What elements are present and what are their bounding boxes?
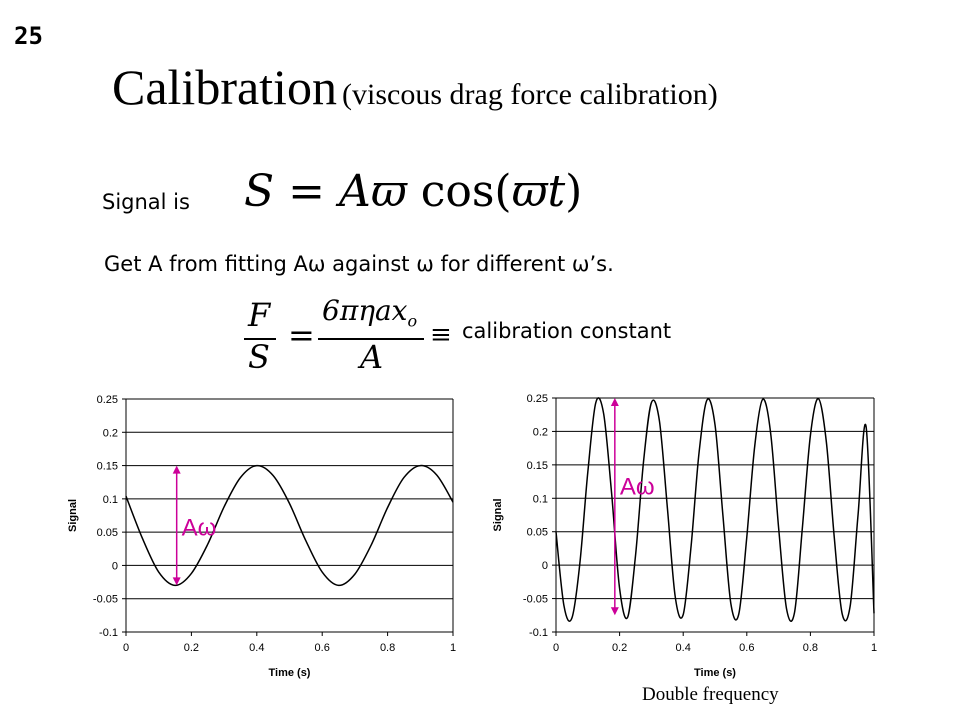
right-y-tick-label-5: 0 (542, 560, 548, 572)
chart-left-y-ticks: 0.25 0.2 0.15 0.1 0.05 0 -0.05 -0.1 (93, 394, 126, 639)
left-x-tick-label-1: 0.2 (184, 642, 199, 654)
frac-equals: = (288, 316, 315, 354)
left-y-tick-label-1: 0.2 (103, 427, 118, 439)
left-x-tick-label-0: 0 (123, 642, 129, 654)
chart-right-x-axis-label: Time (s) (694, 667, 736, 679)
left-x-tick-label-3: 0.6 (315, 642, 330, 654)
right-annotation-label: Aω (620, 474, 655, 501)
chart-right-annotation: Aω (610, 398, 655, 616)
chart-right-y-axis-label: Signal (492, 498, 504, 531)
frac-subscript: o (407, 311, 418, 331)
eq-cos: cos( (420, 166, 512, 217)
left-y-tick-label-4: 0.05 (97, 527, 118, 539)
right-x-tick-label-2: 0.4 (676, 642, 691, 654)
left-annotation-label: Aω (182, 514, 217, 541)
slide-number: 25 (14, 22, 43, 50)
ratio-equation: F S = 6πηaxo A ≡ (244, 294, 454, 378)
right-x-tick-label-5: 1 (871, 642, 877, 654)
chart-left-annotation: Aω (172, 465, 217, 586)
title-main: Calibration (112, 59, 337, 115)
left-y-tick-label-7: -0.1 (99, 627, 118, 639)
chart-left-series-line (125, 464, 454, 587)
chart-right-x-ticks: 0 0.2 0.4 0.6 0.8 1 (553, 632, 877, 654)
eq-s: S (244, 166, 275, 217)
left-annotation-arrowhead-top (172, 465, 181, 474)
chart-right-series-line (555, 397, 875, 622)
right-y-tick-label-3: 0.1 (533, 493, 548, 505)
right-y-tick-label-0: 0.25 (527, 393, 548, 405)
right-x-tick-label-0: 0 (553, 642, 559, 654)
left-annotation-arrowhead-bottom (172, 577, 181, 586)
left-x-tick-label-2: 0.4 (249, 642, 264, 654)
chart-left-y-axis-label: Signal (67, 499, 79, 532)
slide-title: Calibration (viscous drag force calibrat… (112, 58, 718, 116)
right-y-tick-label-6: -0.05 (523, 594, 548, 606)
left-y-tick-label-3: 0.1 (103, 494, 118, 506)
equiv-sign: ≡ (430, 320, 452, 350)
calibration-constant-label: calibration constant (462, 319, 672, 343)
frac-f: F (248, 296, 271, 334)
frac-num-rhs: 6πηax (322, 294, 408, 327)
right-x-tick-label-4: 0.8 (803, 642, 818, 654)
caption-double-frequency: Double frequency (642, 684, 779, 705)
left-y-tick-label-2: 0.15 (97, 461, 118, 473)
left-y-tick-label-6: -0.05 (93, 594, 118, 606)
right-y-tick-label-2: 0.15 (527, 460, 548, 472)
right-x-tick-label-3: 0.6 (739, 642, 754, 654)
title-subtitle: (viscous drag force calibration) (342, 78, 718, 111)
signal-label: Signal is (102, 190, 190, 214)
frac-s: S (248, 338, 270, 376)
eq-close: ) (565, 166, 583, 217)
right-y-tick-label-4: 0.05 (527, 527, 548, 539)
left-x-tick-label-5: 1 (450, 642, 456, 654)
chart-right-y-ticks: 0.25 0.2 0.15 0.1 0.05 0 -0.05 -0.1 (523, 393, 556, 639)
right-y-tick-label-1: 0.2 (533, 426, 548, 438)
right-y-tick-label-7: -0.1 (529, 627, 548, 639)
chart-left-x-ticks: 0 0.2 0.4 0.6 0.8 1 (123, 632, 456, 654)
chart-left: 0.250.20.150.10.050-0.05-0.1 0 0.2 0.4 0.6 0… (67, 394, 456, 679)
eq-a: A (339, 166, 371, 217)
right-annotation-arrowhead-bottom (610, 607, 619, 616)
eq-equals: = (288, 166, 326, 217)
frac-line-left (244, 338, 276, 340)
signal-equation: S = Aϖ cos(ϖt) (244, 166, 582, 217)
chart-right: 0.250.20.150.10.050-0.05-0.1 0 0.2 0.4 0.6 0… (492, 393, 877, 679)
right-x-tick-label-1: 0.2 (612, 642, 627, 654)
right-annotation-arrowhead-top (610, 398, 619, 406)
left-x-tick-label-4: 0.8 (380, 642, 395, 654)
chart-left-grid (125, 398, 454, 633)
eq-arg: ϖt (511, 166, 566, 217)
left-y-tick-label-5: 0 (112, 560, 118, 572)
left-y-tick-label-0: 0.25 (97, 394, 118, 406)
chart-left-x-axis-label: Time (s) (269, 667, 311, 679)
chart-right-grid (555, 397, 875, 633)
fit-instruction: Get A from fitting Aω against ω for diff… (104, 252, 614, 276)
frac-den-rhs: A (360, 338, 384, 376)
eq-omega: ϖ (370, 166, 407, 217)
frac-line-right (318, 338, 424, 340)
